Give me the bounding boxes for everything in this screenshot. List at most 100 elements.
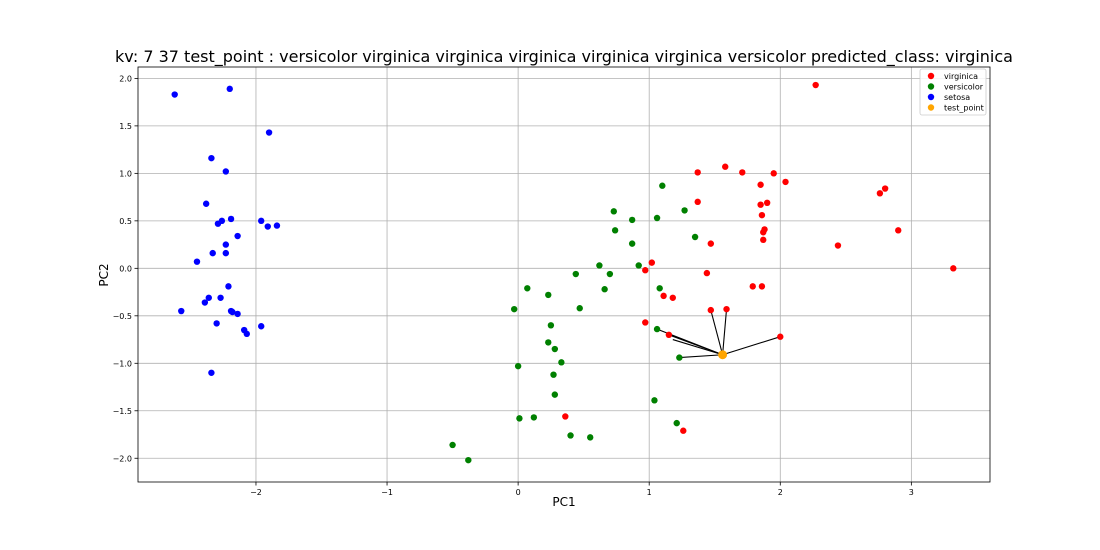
virginica-point bbox=[680, 427, 687, 434]
y-tick-label: 0.0 bbox=[119, 264, 132, 273]
virginica-point bbox=[703, 269, 711, 277]
virginica-point bbox=[660, 292, 667, 300]
virginica-point bbox=[782, 178, 789, 186]
virginica-point bbox=[895, 227, 902, 234]
versicolor-point bbox=[524, 285, 531, 292]
neighbor-line bbox=[722, 336, 781, 356]
x-tick-label: 3 bbox=[909, 488, 914, 497]
setosa-point bbox=[178, 307, 185, 315]
y-tick-label: −1.5 bbox=[113, 407, 132, 416]
setosa-point bbox=[171, 91, 178, 98]
neighbor-line bbox=[679, 354, 723, 359]
legend-label-virginica: virginica bbox=[944, 72, 978, 81]
x-tick-label: 1 bbox=[647, 488, 652, 497]
setosa-point bbox=[258, 323, 265, 330]
neighbor-line bbox=[668, 334, 723, 356]
setosa-point bbox=[227, 215, 235, 223]
virginica-point bbox=[834, 242, 842, 249]
setosa-point bbox=[208, 369, 215, 376]
neighbor-line bbox=[710, 309, 724, 355]
y-axis-label: PC2 bbox=[97, 263, 111, 286]
versicolor-point bbox=[576, 305, 583, 312]
setosa-point bbox=[214, 220, 222, 227]
y-tick-label: 1.0 bbox=[119, 169, 132, 178]
setosa-point bbox=[193, 258, 201, 265]
versicolor-point bbox=[530, 414, 538, 421]
setosa-point bbox=[205, 294, 212, 301]
y-tick-label: −0.5 bbox=[113, 312, 132, 321]
x-axis-ticks: −2 −1 0 1 2 3 bbox=[250, 482, 914, 497]
x-tick-label: −2 bbox=[250, 488, 262, 497]
setosa-point bbox=[229, 308, 236, 316]
virginica-point bbox=[707, 306, 715, 314]
virginica-point bbox=[694, 198, 701, 206]
setosa-point bbox=[243, 330, 250, 338]
data-points bbox=[171, 81, 957, 464]
setosa-point bbox=[225, 283, 232, 290]
setosa-point bbox=[201, 299, 209, 306]
versicolor-point bbox=[550, 371, 557, 378]
virginica-point bbox=[763, 199, 771, 207]
versicolor-point bbox=[516, 415, 523, 422]
virginica-point bbox=[876, 190, 884, 197]
legend-marker-virginica bbox=[927, 72, 935, 80]
virginica-point bbox=[770, 170, 777, 177]
versicolor-point bbox=[567, 432, 574, 439]
chart-title: kv: 7 37 test_point : versicolor virgini… bbox=[115, 47, 1013, 67]
neighbor-lines bbox=[656, 309, 781, 359]
legend-marker-versicolor bbox=[927, 83, 935, 90]
versicolor-point bbox=[558, 359, 565, 366]
virginica-point bbox=[758, 211, 766, 219]
versicolor-point bbox=[449, 441, 456, 449]
versicolor-point bbox=[545, 339, 552, 346]
test_point-point bbox=[718, 350, 728, 360]
virginica-point bbox=[777, 333, 784, 340]
versicolor-point bbox=[681, 207, 688, 214]
versicolor-point bbox=[651, 397, 658, 404]
virginica-point bbox=[749, 283, 756, 290]
virginica-point bbox=[642, 267, 649, 274]
virginica-point bbox=[758, 283, 766, 290]
virginica-point bbox=[648, 259, 656, 266]
y-tick-label: −1.0 bbox=[113, 359, 132, 368]
versicolor-point bbox=[547, 322, 555, 329]
versicolor-point bbox=[510, 305, 518, 313]
virginica-point bbox=[757, 181, 764, 188]
setosa-point bbox=[217, 294, 224, 301]
setosa-point bbox=[222, 168, 230, 175]
versicolor-point bbox=[551, 391, 559, 398]
setosa-point bbox=[273, 222, 281, 229]
virginica-point bbox=[562, 413, 569, 420]
versicolor-point bbox=[572, 270, 579, 278]
y-tick-label: 0.5 bbox=[119, 217, 132, 226]
versicolor-point bbox=[545, 291, 552, 299]
versicolor-point bbox=[606, 270, 614, 278]
legend-label-setosa: setosa bbox=[944, 93, 970, 102]
versicolor-point bbox=[551, 345, 559, 353]
y-axis-ticks: 2.0 1.5 1.0 0.5 0.0 −0.5 −1.0 −1.5 −2.0 bbox=[113, 74, 138, 463]
x-axis-label: PC1 bbox=[552, 495, 575, 509]
setosa-point bbox=[234, 310, 241, 318]
versicolor-point bbox=[628, 240, 636, 247]
virginica-point bbox=[739, 169, 746, 176]
y-tick-label: −2.0 bbox=[113, 454, 132, 463]
virginica-point bbox=[881, 185, 889, 192]
plot-frame bbox=[137, 66, 991, 483]
setosa-point bbox=[234, 232, 241, 240]
setosa-point bbox=[202, 200, 210, 207]
virginica-point bbox=[757, 201, 764, 208]
versicolor-point bbox=[676, 354, 683, 361]
versicolor-point bbox=[465, 456, 472, 464]
versicolor-point bbox=[691, 233, 699, 241]
virginica-point bbox=[950, 265, 957, 272]
virginica-point bbox=[642, 319, 649, 326]
neighbor-line bbox=[672, 339, 723, 356]
virginica-point bbox=[760, 236, 767, 244]
legend-marker-test_point bbox=[927, 104, 935, 111]
legend-label-versicolor: versicolor bbox=[944, 83, 984, 92]
versicolor-point bbox=[587, 434, 594, 441]
versicolor-point bbox=[611, 227, 619, 234]
setosa-point bbox=[226, 85, 233, 93]
neighbor-line bbox=[722, 309, 728, 355]
